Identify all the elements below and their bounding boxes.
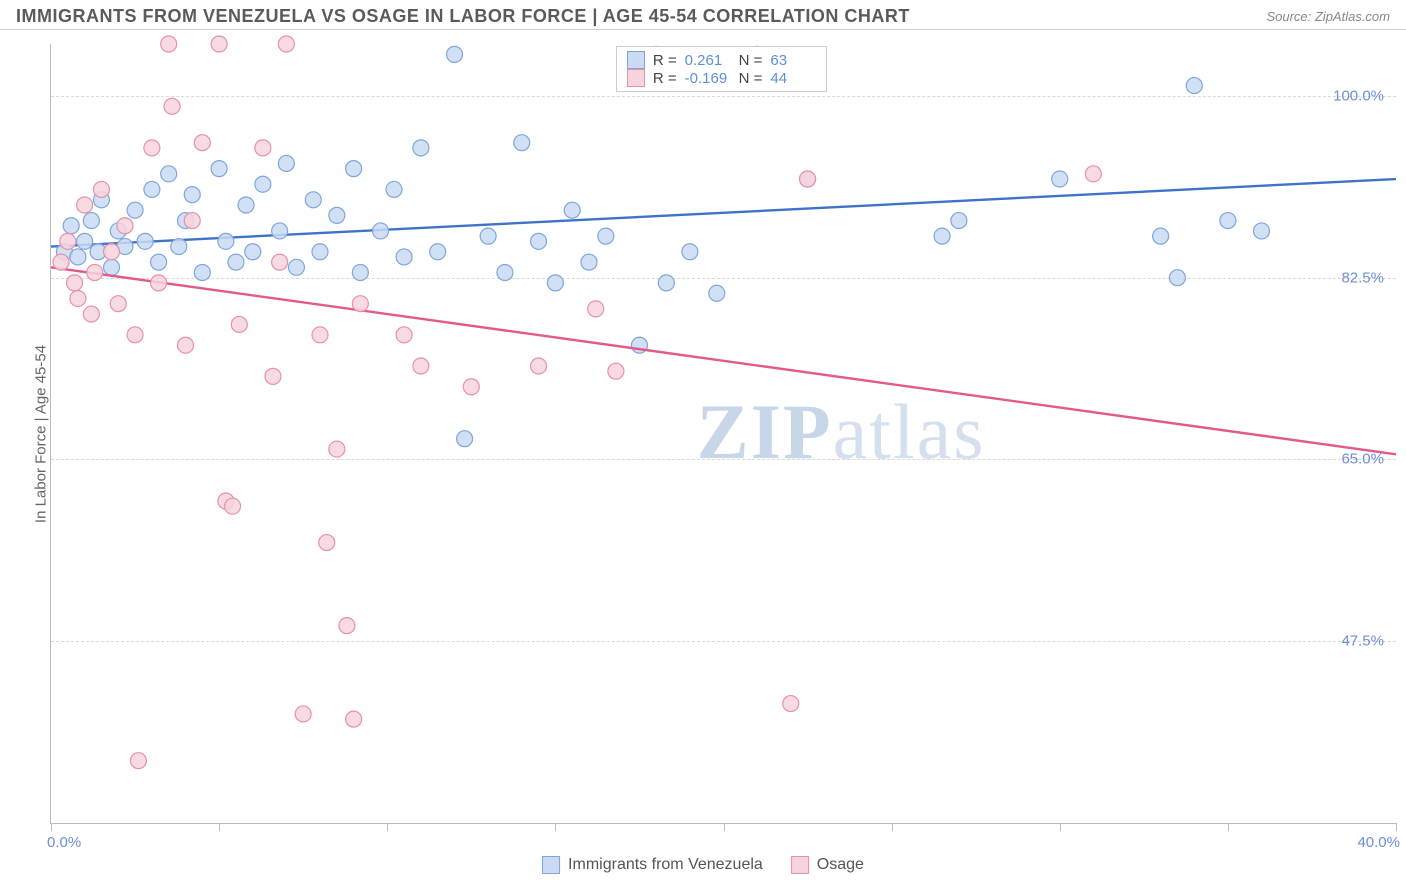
legend-row-series-2: R = -0.169 N = 44 [627,69,817,87]
r-label: R = [653,70,677,87]
swatch-series-2 [627,69,645,87]
y-axis-label: In Labor Force | Age 45-54 [33,344,50,522]
n-value-series-2: 44 [770,70,816,87]
r-value-series-1: 0.261 [685,52,731,69]
chart-title: IMMIGRANTS FROM VENEZUELA VS OSAGE IN LA… [16,6,910,27]
n-label: N = [739,52,763,69]
legend-item-series-2: Osage [791,856,864,874]
source-prefix: Source: [1266,9,1314,24]
plot-area: In Labor Force | Age 45-54 47.5%65.0%82.… [50,44,1396,824]
legend-label-series-2: Osage [817,856,864,874]
r-value-series-2: -0.169 [685,70,731,87]
source-attribution: Source: ZipAtlas.com [1266,9,1390,24]
n-label: N = [739,70,763,87]
x-axis-max-label: 40.0% [1357,834,1400,851]
legend-row-series-1: R = 0.261 N = 63 [627,51,817,69]
x-axis-min-label: 0.0% [47,834,81,851]
series-legend: Immigrants from Venezuela Osage [542,856,864,874]
n-value-series-1: 63 [770,52,816,69]
r-label: R = [653,52,677,69]
correlation-legend: R = 0.261 N = 63 R = -0.169 N = 44 [616,46,828,92]
chart-header: IMMIGRANTS FROM VENEZUELA VS OSAGE IN LA… [0,0,1406,30]
source-name: ZipAtlas.com [1315,9,1390,24]
swatch-series-1 [542,856,560,874]
scatter-svg [51,44,1396,823]
swatch-series-1 [627,51,645,69]
legend-item-series-1: Immigrants from Venezuela [542,856,763,874]
swatch-series-2 [791,856,809,874]
legend-label-series-1: Immigrants from Venezuela [568,856,763,874]
